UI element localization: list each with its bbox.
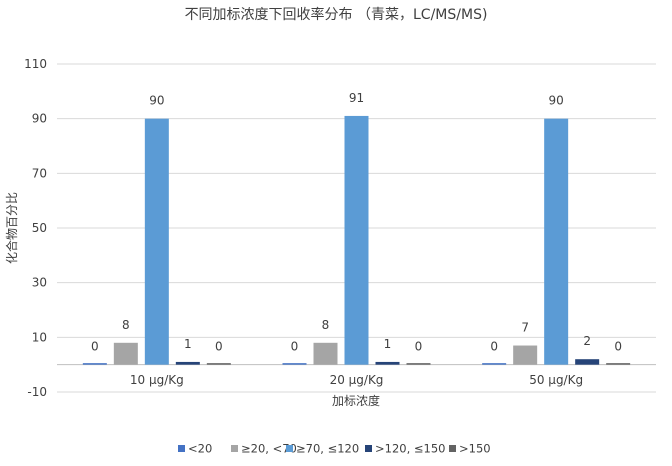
data-label: 0 (614, 340, 622, 354)
data-label: 0 (415, 340, 423, 354)
legend-label: >150 (459, 442, 491, 456)
data-label: 0 (215, 340, 223, 354)
bar (606, 363, 631, 365)
x-tick-label: 10 μg/Kg (130, 373, 184, 387)
data-label: 1 (184, 337, 192, 351)
y-axis-title: 化合物百分比 (4, 192, 19, 264)
y-tick-label: 30 (32, 276, 47, 290)
bar (175, 361, 200, 365)
legend-item: >150 (449, 442, 491, 456)
legend-label: <20 (188, 442, 212, 456)
chart-title: 不同加标浓度下回收率分布 （青菜，LC/MS/MS) (185, 6, 488, 23)
legend-label: ≥70, ≤120 (296, 442, 359, 456)
data-label: 0 (91, 340, 99, 354)
bar (144, 118, 169, 365)
bar (313, 342, 338, 365)
x-axis-ticks: 10 μg/Kg 20 μg/Kg 50 μg/Kg (130, 373, 583, 387)
data-label: 90 (549, 94, 564, 108)
bars (82, 115, 631, 365)
data-label: 91 (349, 91, 364, 105)
legend-label: ≥20, <70 (241, 442, 297, 456)
y-axis-ticks: -10 10 30 50 70 90 110 (24, 57, 47, 399)
y-tick-label: 50 (32, 221, 47, 235)
x-tick-label: 50 μg/Kg (529, 373, 583, 387)
bar (344, 115, 369, 365)
legend-item: <20 (178, 442, 212, 456)
legend-swatch (286, 445, 293, 452)
bar (482, 363, 507, 365)
legend-label: >120, ≤150 (375, 442, 445, 456)
x-tick-label: 20 μg/Kg (330, 373, 384, 387)
data-label: 2 (583, 334, 591, 348)
y-tick-label: 110 (24, 57, 47, 71)
legend-swatch (231, 445, 238, 452)
data-label: 8 (122, 318, 130, 332)
legend-swatch (178, 445, 185, 452)
legend-swatch (449, 445, 456, 452)
bar (513, 345, 538, 365)
y-tick-label: 70 (32, 166, 47, 180)
x-axis-title: 加标浓度 (332, 393, 380, 408)
bar (206, 363, 231, 365)
bar (406, 363, 431, 365)
data-label: 1 (384, 337, 392, 351)
bar (113, 342, 138, 365)
legend: <20 ≥20, <70 ≥70, ≤120 >120, ≤150 >150 (178, 442, 491, 456)
legend-item: ≥20, <70 (231, 442, 297, 456)
data-label: 90 (149, 94, 164, 108)
bar (544, 118, 569, 365)
data-label: 8 (322, 318, 330, 332)
bar (82, 363, 107, 365)
y-tick-label: 90 (32, 112, 47, 126)
y-tick-label: 10 (32, 330, 47, 344)
data-label: 0 (291, 340, 299, 354)
bar (375, 361, 400, 365)
legend-item: >120, ≤150 (365, 442, 445, 456)
data-labels: 0 8 90 1 0 0 8 91 1 0 0 7 90 2 0 (91, 91, 622, 354)
bar (575, 359, 600, 365)
y-tick-label: -10 (27, 385, 47, 399)
legend-swatch (365, 445, 372, 452)
legend-item: ≥70, ≤120 (286, 442, 359, 456)
data-label: 0 (490, 340, 498, 354)
bar (282, 363, 307, 365)
data-label: 7 (521, 321, 529, 335)
